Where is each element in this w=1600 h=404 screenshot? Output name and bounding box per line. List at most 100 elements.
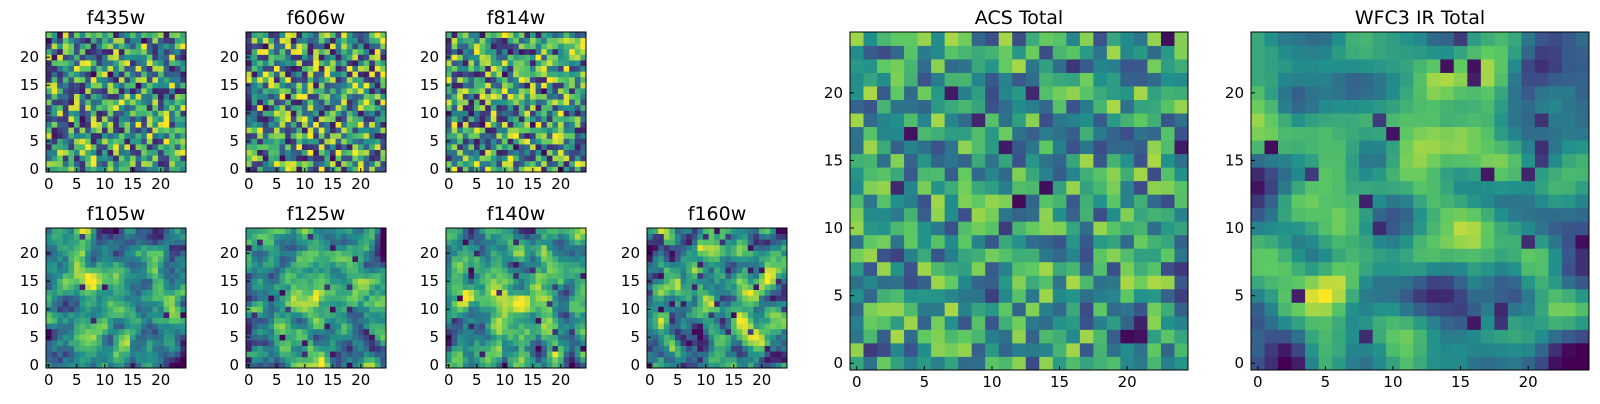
heatmap-cell [1161, 316, 1175, 330]
heatmap-cell [575, 161, 581, 167]
heatmap-cell [296, 346, 302, 352]
heatmap-cell [508, 116, 514, 122]
heatmap-cell [274, 127, 280, 133]
heatmap-cell [1093, 154, 1107, 168]
heatmap-cell [46, 116, 52, 122]
heatmap-cell [336, 122, 342, 128]
heatmap-cell [152, 77, 158, 83]
heatmap-cell [85, 122, 91, 128]
heatmap-cell [375, 49, 381, 55]
heatmap-cell [530, 60, 536, 66]
heatmap-cell [319, 340, 325, 346]
heatmap-cell [341, 267, 347, 273]
heatmap-cell [748, 245, 754, 251]
heatmap-cell [864, 329, 878, 343]
heatmap-cell [519, 122, 525, 128]
heatmap-cell [669, 239, 675, 245]
heatmap-cell [513, 110, 519, 116]
heatmap-cell [564, 77, 570, 83]
heatmap-cell [85, 357, 91, 363]
heatmap-cell [558, 105, 564, 111]
heatmap-cell [319, 32, 325, 38]
heatmap-cell [463, 256, 469, 262]
heatmap-cell [999, 262, 1013, 276]
heatmap-cell [496, 94, 502, 100]
heatmap-cell [257, 144, 263, 150]
heatmap-cell [753, 284, 759, 290]
heatmap-cell [457, 82, 463, 88]
heatmap-cell [364, 94, 370, 100]
heatmap-cell [496, 312, 502, 318]
heatmap-cell [1134, 127, 1148, 141]
heatmap-cell [524, 43, 530, 49]
heatmap-cell [496, 256, 502, 262]
heatmap-cell [519, 273, 525, 279]
heatmap-cell [80, 32, 86, 38]
heatmap-cell [130, 267, 136, 273]
heatmap-cell [536, 38, 542, 44]
heatmap-cell [536, 323, 542, 329]
heatmap-cell [496, 346, 502, 352]
heatmap-cell [725, 290, 731, 296]
heatmap-cell [364, 290, 370, 296]
heatmap-cell [152, 116, 158, 122]
heatmap-cell [731, 301, 737, 307]
heatmap-cell [74, 43, 80, 49]
heatmap-cell [152, 94, 158, 100]
heatmap-cell [541, 43, 547, 49]
heatmap-cell [280, 329, 286, 335]
heatmap-cell [742, 312, 748, 318]
heatmap-cell [575, 54, 581, 60]
heatmap-cell [463, 357, 469, 363]
heatmap-cell [552, 54, 558, 60]
heatmap-cell [725, 239, 731, 245]
heatmap-cell [119, 273, 125, 279]
heatmap-cell [102, 38, 108, 44]
heatmap-cell [737, 245, 743, 251]
heatmap-cell [575, 82, 581, 88]
heatmap-cell [564, 88, 570, 94]
heatmap-cell [268, 144, 274, 150]
heatmap-cell [558, 66, 564, 72]
heatmap-cell [457, 105, 463, 111]
heatmap-cell [302, 138, 308, 144]
heatmap-cell [164, 105, 170, 111]
heatmap-cell [496, 234, 502, 240]
heatmap-cell [1066, 127, 1080, 141]
heatmap-cell [324, 306, 330, 312]
heatmap-cell [285, 323, 291, 329]
heatmap-cell [502, 228, 508, 234]
heatmap-cell [364, 301, 370, 307]
heatmap-cell [508, 250, 514, 256]
heatmap-cell [508, 318, 514, 324]
heatmap-cell [246, 66, 252, 72]
heatmap-cell [324, 66, 330, 72]
heatmap-cell [57, 105, 63, 111]
heatmap-cell [375, 161, 381, 167]
heatmap-cell [141, 228, 147, 234]
heatmap-cell [502, 71, 508, 77]
heatmap-cell [246, 99, 252, 105]
heatmap-cell [263, 110, 269, 116]
heatmap-cell [252, 127, 258, 133]
heatmap-cell [330, 60, 336, 66]
heatmap-cell [358, 273, 364, 279]
heatmap-cell [336, 127, 342, 133]
heatmap-cell [68, 295, 74, 301]
heatmap-cell [108, 290, 114, 296]
heatmap-cell [558, 262, 564, 268]
heatmap-cell [541, 71, 547, 77]
heatmap-cell [446, 150, 452, 156]
heatmap-cell [268, 71, 274, 77]
heatmap-cell [80, 284, 86, 290]
heatmap-cell [1066, 316, 1080, 330]
heatmap-cell [68, 228, 74, 234]
heatmap-cell [85, 318, 91, 324]
heatmap-cell [57, 82, 63, 88]
heatmap-cell [508, 54, 514, 60]
heatmap-cell [457, 245, 463, 251]
heatmap-cell [296, 161, 302, 167]
heatmap-cell [502, 133, 508, 139]
heatmap-cell [647, 273, 653, 279]
heatmap-cell [742, 262, 748, 268]
